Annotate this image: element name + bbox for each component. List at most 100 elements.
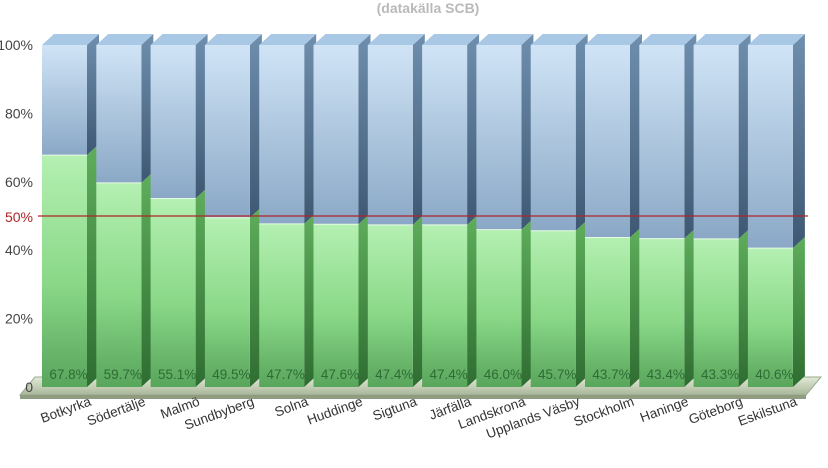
bar-top [693,34,751,45]
bar-value-side [684,227,697,387]
bar-remainder-side [738,34,751,239]
bar-remainder-side [304,34,317,224]
bar-remainder-side [358,34,371,225]
bar-remainder [367,45,413,225]
bar-remainder [204,45,250,218]
bars [42,34,805,387]
bar-top [747,34,805,45]
bar-remainder [96,45,142,183]
bar-value [42,155,87,387]
value-label: 67.8% [49,367,87,382]
bar-remainder-side [521,34,534,230]
bar-remainder-side [467,34,480,225]
bar [204,34,262,387]
bar [150,34,208,387]
y-tick-label: 40% [5,242,33,258]
value-label: 45.7% [538,367,576,382]
bar [259,34,317,387]
bar-top [96,34,154,45]
bar-top [476,34,534,45]
bar-top [313,34,371,45]
y-tick-label: 0 [25,379,33,395]
bar-value [693,238,739,387]
bar-remainder [422,45,468,225]
y-tick-label: 60% [5,174,33,190]
bar-top [530,34,588,45]
x-tick-label: Stockholm [572,394,636,430]
bar-top [422,34,480,45]
bar-remainder [639,45,685,239]
bar-value-side [575,219,588,387]
value-labels: 67.8% 59.7% 55.1% 49.5% 47.7% 47.6% 47.4% 47.4%… [49,367,793,382]
bar-value [530,230,576,387]
bar-remainder [747,45,793,249]
value-label: 40.6% [755,367,793,382]
bar-remainder [476,45,522,230]
value-label: 47.7% [267,367,305,382]
bar-remainder [585,45,630,238]
bar-remainder-side [792,34,805,249]
bar-value-side [195,187,208,387]
y-axis: 0 20% 40% 60% 80% 100% [0,37,33,395]
bar-top [259,34,317,45]
bar-remainder-side [575,34,588,231]
bar-value-side [249,206,262,387]
value-label: 47.4% [375,367,413,382]
value-label: 43.4% [647,367,685,382]
bar-value [150,198,196,387]
value-label: 46.0% [484,367,522,382]
bar [422,34,480,387]
bar-remainder [313,45,359,225]
y-tick-label: 20% [5,311,33,327]
bar-value [639,238,685,387]
y-tick-label: 100% [0,37,33,53]
bar [476,34,534,387]
bar-value [96,182,142,387]
bar-remainder-side [87,34,99,156]
bar-remainder-side [249,34,262,218]
bar [693,34,751,387]
bar-value-side [412,213,425,387]
bar-value [259,223,305,387]
bar-value-side [87,144,99,387]
bar [42,34,99,387]
bar-value-side [304,212,317,387]
bar-value [585,237,630,387]
value-label: 47.6% [321,367,359,382]
bar-top [585,34,642,45]
bar-value-side [792,237,805,387]
bar-remainder [693,45,739,239]
bar-value-side [467,213,480,387]
bar-top [204,34,262,45]
value-label: 49.5% [212,367,250,382]
bar-value-side [358,213,371,387]
value-label: 43.7% [592,367,630,382]
bar [96,34,154,387]
bar-value [204,217,250,387]
reference-line-label: 50% [5,209,33,225]
bar-value-side [630,226,642,387]
bar-value [367,224,413,387]
reference-line-group: 50% [5,209,808,225]
bar-remainder [530,45,576,231]
bar [367,34,425,387]
bar-value [422,224,468,387]
bar-remainder-side [684,34,697,239]
bar-value [476,229,522,387]
bar [313,34,371,387]
bar-top [150,34,208,45]
bar [585,34,642,387]
bar-top [42,34,99,45]
bar-top [639,34,697,45]
bar-value [313,224,359,387]
value-label: 59.7% [104,367,142,382]
bar-value [747,248,793,387]
bar-value-side [738,227,751,387]
floor-edge [20,395,806,399]
bar-value-side [141,171,154,387]
bar [639,34,697,387]
bar-remainder-side [141,34,154,183]
value-label: 55.1% [158,367,196,382]
